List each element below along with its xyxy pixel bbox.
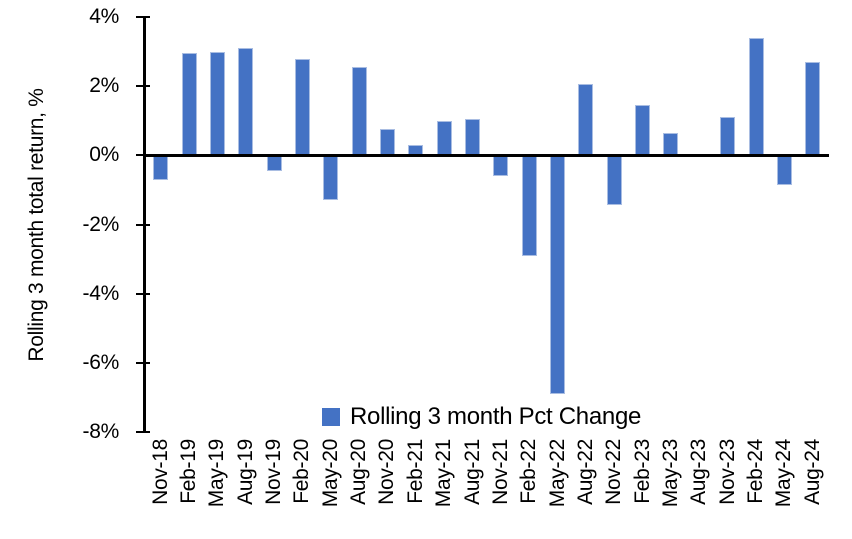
y-tick-label: 4% xyxy=(89,5,119,28)
x-tick-label: Feb-19 xyxy=(177,439,201,504)
x-tick-label: May-24 xyxy=(772,439,796,508)
bar xyxy=(493,155,509,177)
bar xyxy=(748,37,764,156)
x-axis-zero-line xyxy=(143,153,829,157)
x-tick-label: Aug-23 xyxy=(687,439,711,505)
x-tick-label: Nov-19 xyxy=(262,439,286,505)
x-tick-label: Aug-20 xyxy=(347,439,371,505)
bar xyxy=(436,120,452,156)
bar xyxy=(776,155,792,185)
x-tick-label: Feb-20 xyxy=(290,439,314,504)
bar xyxy=(238,48,254,156)
x-tick-label: Nov-18 xyxy=(148,439,172,505)
bar xyxy=(606,155,622,206)
legend: Rolling 3 month Pct Change xyxy=(322,403,641,431)
y-tick-label: -8% xyxy=(82,420,120,443)
bar xyxy=(521,155,537,256)
bar xyxy=(209,51,225,156)
y-tick-label: -6% xyxy=(82,350,120,374)
x-tick-label: Aug-22 xyxy=(573,439,597,505)
bar xyxy=(153,155,169,180)
legend-marker-icon xyxy=(322,408,340,426)
legend-label: Rolling 3 month Pct Change xyxy=(350,403,642,430)
bar xyxy=(266,155,282,171)
x-tick-label: Nov-23 xyxy=(715,439,739,505)
y-tick-mark xyxy=(136,431,150,433)
y-tick-mark xyxy=(136,85,150,88)
bar xyxy=(720,117,736,156)
bar xyxy=(351,67,367,156)
x-tick-label: Nov-20 xyxy=(375,439,399,505)
x-tick-label: Aug-24 xyxy=(800,439,824,505)
x-tick-label: Nov-22 xyxy=(602,439,626,505)
x-tick-label: Feb-23 xyxy=(630,439,654,504)
bar xyxy=(294,58,310,156)
y-tick-label: 2% xyxy=(89,74,119,98)
x-tick-label: May-21 xyxy=(432,439,456,508)
y-tick-label: 0% xyxy=(89,143,119,167)
bar xyxy=(379,129,395,156)
bar xyxy=(635,105,651,156)
bar xyxy=(550,155,566,394)
x-tick-label: May-19 xyxy=(205,439,229,508)
x-tick-label: Nov-21 xyxy=(488,439,512,505)
x-tick-label: Aug-19 xyxy=(233,439,257,505)
y-tick-mark xyxy=(136,361,150,364)
bar xyxy=(181,53,197,156)
bar xyxy=(805,61,821,156)
x-tick-label: Feb-24 xyxy=(744,439,768,504)
x-tick-label: May-22 xyxy=(545,439,569,508)
x-tick-label: May-20 xyxy=(318,439,342,508)
x-tick-label: Feb-22 xyxy=(517,439,541,504)
bar xyxy=(465,119,481,156)
x-tick-label: Aug-21 xyxy=(460,439,484,505)
y-tick-mark xyxy=(136,292,150,295)
bar xyxy=(663,132,679,156)
y-tick-label: -2% xyxy=(82,212,120,236)
y-tick-mark xyxy=(136,223,150,226)
bar xyxy=(578,84,594,156)
bar xyxy=(323,155,339,201)
x-tick-label: May-23 xyxy=(658,439,682,508)
y-tick-label: -4% xyxy=(82,281,120,305)
x-tick-label: Feb-21 xyxy=(403,439,427,504)
y-tick-mark xyxy=(136,16,150,18)
